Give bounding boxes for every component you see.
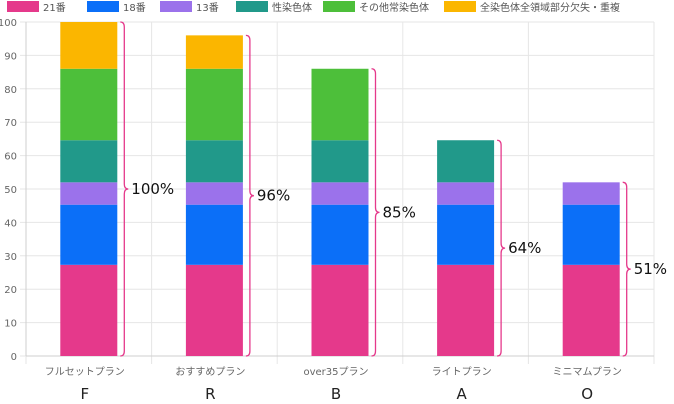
bar-segment <box>185 182 243 205</box>
legend-label: 性染色体 <box>272 1 312 14</box>
bar-segment <box>185 204 243 265</box>
y-tick-label: 90 <box>4 51 17 62</box>
bar-segment <box>311 264 369 356</box>
x-tick-label: フルセットプラン <box>45 366 125 378</box>
legend-swatch <box>160 1 192 12</box>
total-bracket <box>497 139 506 357</box>
total-bracket <box>371 68 380 357</box>
bar-segment <box>562 204 620 265</box>
legend-swatch <box>323 1 355 12</box>
y-tick-label: 10 <box>4 319 17 330</box>
bar-segment <box>311 182 369 205</box>
y-tick-label: 80 <box>4 85 17 96</box>
bar-segment <box>60 68 118 141</box>
bar-segment <box>311 68 369 141</box>
legend-swatch <box>236 1 268 12</box>
bar-segment <box>311 140 369 183</box>
bar-segment <box>60 22 118 69</box>
legend-label: 13番 <box>196 2 219 14</box>
bars <box>60 22 620 356</box>
y-tick-label: 50 <box>4 185 17 196</box>
x-tick-label: ミニマムプラン <box>552 366 621 378</box>
bar-segment <box>562 182 620 205</box>
legend-label: 21番 <box>43 2 66 14</box>
bar-segment <box>60 140 118 183</box>
legend-swatch <box>444 1 476 12</box>
y-tick-label: 20 <box>4 285 17 296</box>
bar-segment <box>562 264 620 356</box>
bar-segment <box>185 140 243 183</box>
legend-swatch <box>87 1 119 12</box>
bar-segment <box>437 204 495 265</box>
x-tick-label: over35プラン <box>303 366 368 378</box>
y-tick-label: 60 <box>4 152 17 163</box>
total-bracket <box>120 21 129 357</box>
y-tick-label: 0 <box>11 352 17 363</box>
legend-swatch <box>7 1 39 12</box>
bar-segment <box>311 204 369 265</box>
total-percent-label: 85% <box>383 203 416 221</box>
y-tick-label: 70 <box>4 118 17 129</box>
plan-code-label: O <box>581 385 593 400</box>
total-percent-label: 51% <box>634 260 667 278</box>
total-percent-label: 96% <box>257 187 290 205</box>
total-bracket <box>245 34 254 357</box>
total-percent-label: 64% <box>508 239 541 257</box>
bar-segment <box>437 182 495 205</box>
bar-segment <box>185 68 243 141</box>
bar-segment <box>60 182 118 205</box>
legend-label: 全染色体全領域部分欠失・重複 <box>480 1 620 14</box>
plan-code-label: B <box>331 385 341 400</box>
bar-segment <box>60 204 118 265</box>
brackets: 100% 96% 85% 64% 51% <box>120 21 667 357</box>
bar-segment <box>185 264 243 356</box>
x-tick-label: ライトプラン <box>432 366 492 378</box>
bar-segment <box>437 140 495 183</box>
plan-code-label: A <box>456 385 467 400</box>
bar-segment <box>60 264 118 356</box>
y-axis: 0 10 20 30 40 50 60 70 80 90 100 <box>0 18 654 363</box>
total-percent-label: 100% <box>131 180 174 198</box>
plan-code-label: R <box>205 385 215 400</box>
x-tick-label: おすすめプラン <box>175 366 245 378</box>
legend-label: その他常染色体 <box>359 1 429 14</box>
legend-label: 18番 <box>123 2 146 14</box>
bar-segment <box>437 264 495 356</box>
total-bracket <box>622 181 631 357</box>
y-tick-label: 40 <box>4 218 17 229</box>
plan-code-label: F <box>80 385 89 400</box>
y-tick-label: 100 <box>0 18 17 29</box>
legend: 21番 18番 13番 性染色体 その他常染色体 全染色体全領域部分欠失・重複 <box>7 1 620 14</box>
y-tick-label: 30 <box>4 252 17 263</box>
bar-segment <box>185 35 243 69</box>
